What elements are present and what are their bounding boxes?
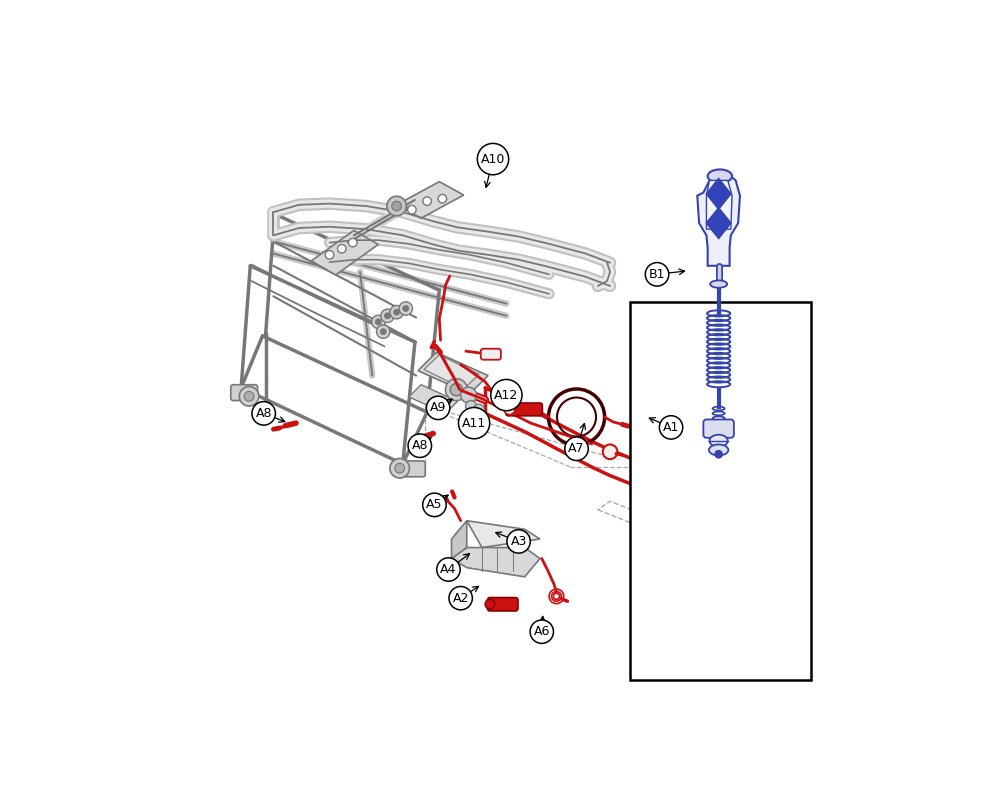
- Circle shape: [473, 404, 484, 415]
- Text: A6: A6: [534, 625, 550, 638]
- Text: A7: A7: [568, 442, 585, 455]
- Circle shape: [372, 315, 385, 329]
- Circle shape: [603, 444, 617, 459]
- Text: A5: A5: [426, 498, 443, 512]
- Polygon shape: [697, 171, 740, 266]
- Circle shape: [485, 600, 495, 609]
- Text: A9: A9: [430, 402, 446, 414]
- Polygon shape: [452, 520, 467, 558]
- Circle shape: [403, 306, 409, 311]
- Polygon shape: [311, 230, 378, 275]
- Text: A1: A1: [663, 421, 679, 434]
- Text: A8: A8: [412, 440, 428, 452]
- Text: B1: B1: [649, 268, 665, 281]
- Circle shape: [394, 309, 400, 315]
- Polygon shape: [397, 181, 464, 219]
- Circle shape: [399, 302, 412, 315]
- Text: A10: A10: [481, 153, 505, 166]
- Text: A3: A3: [510, 535, 527, 548]
- Text: A2: A2: [452, 592, 469, 604]
- FancyBboxPatch shape: [231, 385, 258, 401]
- Circle shape: [438, 195, 447, 203]
- Ellipse shape: [708, 169, 732, 183]
- Ellipse shape: [709, 435, 728, 447]
- Circle shape: [337, 245, 346, 253]
- Circle shape: [239, 386, 259, 406]
- Circle shape: [392, 201, 402, 211]
- Circle shape: [381, 309, 394, 322]
- Polygon shape: [634, 483, 671, 502]
- Circle shape: [715, 451, 722, 458]
- Ellipse shape: [709, 444, 728, 455]
- FancyBboxPatch shape: [398, 461, 425, 477]
- Circle shape: [390, 459, 409, 478]
- Circle shape: [408, 205, 416, 214]
- Polygon shape: [485, 388, 653, 478]
- Circle shape: [387, 196, 406, 215]
- Circle shape: [466, 401, 477, 412]
- Circle shape: [348, 238, 357, 247]
- Polygon shape: [706, 181, 732, 229]
- FancyBboxPatch shape: [506, 403, 542, 416]
- FancyBboxPatch shape: [487, 597, 518, 611]
- Polygon shape: [467, 520, 540, 547]
- Polygon shape: [418, 352, 488, 394]
- Circle shape: [375, 319, 381, 325]
- Polygon shape: [409, 385, 458, 413]
- Circle shape: [244, 391, 254, 402]
- Polygon shape: [706, 178, 731, 209]
- Ellipse shape: [638, 457, 655, 496]
- Circle shape: [377, 325, 390, 338]
- Circle shape: [390, 306, 403, 319]
- Ellipse shape: [710, 280, 727, 287]
- Polygon shape: [706, 208, 731, 238]
- Circle shape: [445, 379, 467, 401]
- Text: A8: A8: [255, 407, 272, 420]
- Circle shape: [384, 313, 391, 319]
- Polygon shape: [452, 547, 540, 577]
- Circle shape: [325, 250, 334, 259]
- Text: A4: A4: [440, 563, 457, 576]
- Text: A12: A12: [494, 389, 519, 402]
- Circle shape: [380, 329, 386, 335]
- Circle shape: [395, 463, 405, 473]
- Circle shape: [461, 387, 477, 403]
- Circle shape: [423, 197, 431, 205]
- FancyBboxPatch shape: [481, 348, 501, 360]
- FancyBboxPatch shape: [630, 303, 811, 680]
- Circle shape: [504, 404, 515, 414]
- Polygon shape: [424, 355, 479, 389]
- Ellipse shape: [645, 463, 658, 492]
- FancyBboxPatch shape: [703, 420, 734, 438]
- Circle shape: [450, 383, 462, 396]
- Text: A11: A11: [462, 417, 486, 429]
